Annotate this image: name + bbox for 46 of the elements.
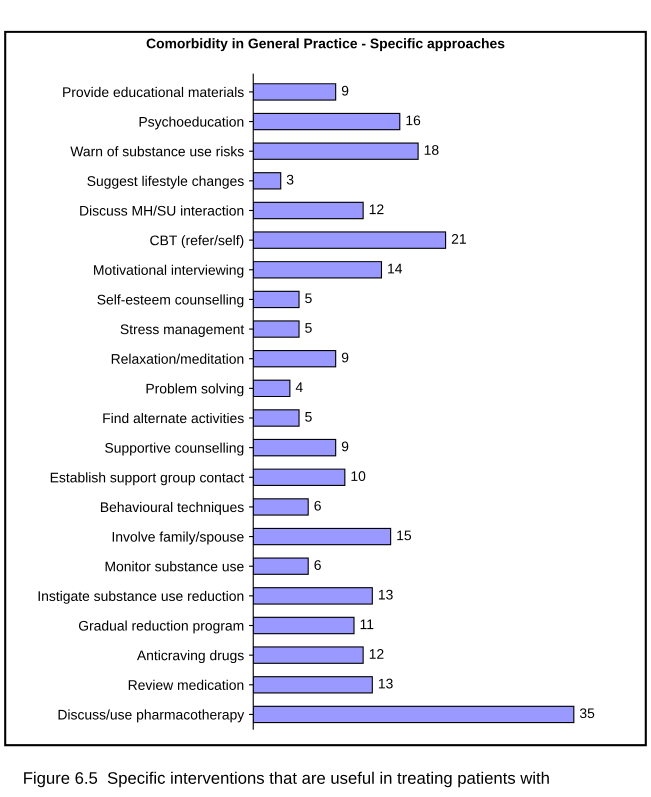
data-label: 5 [305, 293, 312, 304]
data-label: 9 [342, 86, 348, 96]
data-label: 5 [305, 412, 312, 422]
y-tick-label: Problem solving [146, 383, 244, 396]
data-label: 4 [296, 382, 303, 392]
y-tick-label: Discuss MH/SU interaction [80, 205, 244, 216]
data-label: 11 [360, 620, 374, 630]
data-label: 3 [286, 174, 294, 185]
y-tick-label: Review medication [128, 680, 244, 690]
data-label: 15 [397, 530, 412, 540]
data-label: 5 [305, 323, 312, 333]
y-tick-label: Warn of substance use risks [70, 146, 244, 156]
data-label: 18 [424, 145, 439, 155]
data-label: 9 [342, 442, 348, 452]
y-tick-label: Instigate substance use reduction [38, 590, 244, 604]
y-tick-label: Gradual reduction program [78, 620, 244, 634]
data-label: 12 [370, 204, 384, 214]
y-tick-label: Establish support group contact [50, 472, 244, 486]
caption: Figure 6.5 Specific interventions that are useful in treating patients with [24, 772, 549, 788]
y-tick-label: Self-esteem counselling [97, 294, 244, 308]
data-label: 10 [351, 471, 366, 482]
chart-title: Comorbidity in General Practice - Specific approaches [146, 38, 504, 52]
data-label: 21 [452, 234, 466, 244]
y-tick-label: Anticraving drugs [136, 650, 244, 664]
y-tick-label: Psychoeducation [140, 116, 244, 130]
data-label: 12 [370, 649, 384, 659]
y-tick-label: Involve family/spouse [112, 532, 244, 544]
y-tick-label: Supportive counselling [105, 442, 244, 456]
data-label: 6 [314, 560, 321, 570]
y-tick-label: Find alternate activities [103, 412, 244, 424]
y-tick-label: Motivational interviewing [94, 264, 244, 278]
data-label: 9 [342, 352, 348, 362]
y-tick-label: Stress management [120, 324, 244, 337]
data-label: 14 [388, 264, 402, 274]
y-tick-label: Monitor substance use [106, 561, 244, 572]
y-tick-label: Provide educational materials [63, 86, 244, 98]
y-tick-label: Relaxation/meditation [112, 354, 244, 364]
data-label: 13 [378, 590, 393, 600]
y-tick-label: Suggest lifestyle changes [87, 176, 244, 189]
y-tick-label: CBT (refer/self) [150, 235, 244, 248]
data-label: 16 [406, 115, 420, 126]
data-label: 6 [314, 500, 321, 511]
data-label: 13 [378, 678, 393, 689]
y-tick-label: Discuss/use pharmacotherapy [58, 709, 244, 722]
y-tick-label: Behavioural techniques [100, 502, 244, 515]
data-label: 35 [580, 708, 594, 718]
